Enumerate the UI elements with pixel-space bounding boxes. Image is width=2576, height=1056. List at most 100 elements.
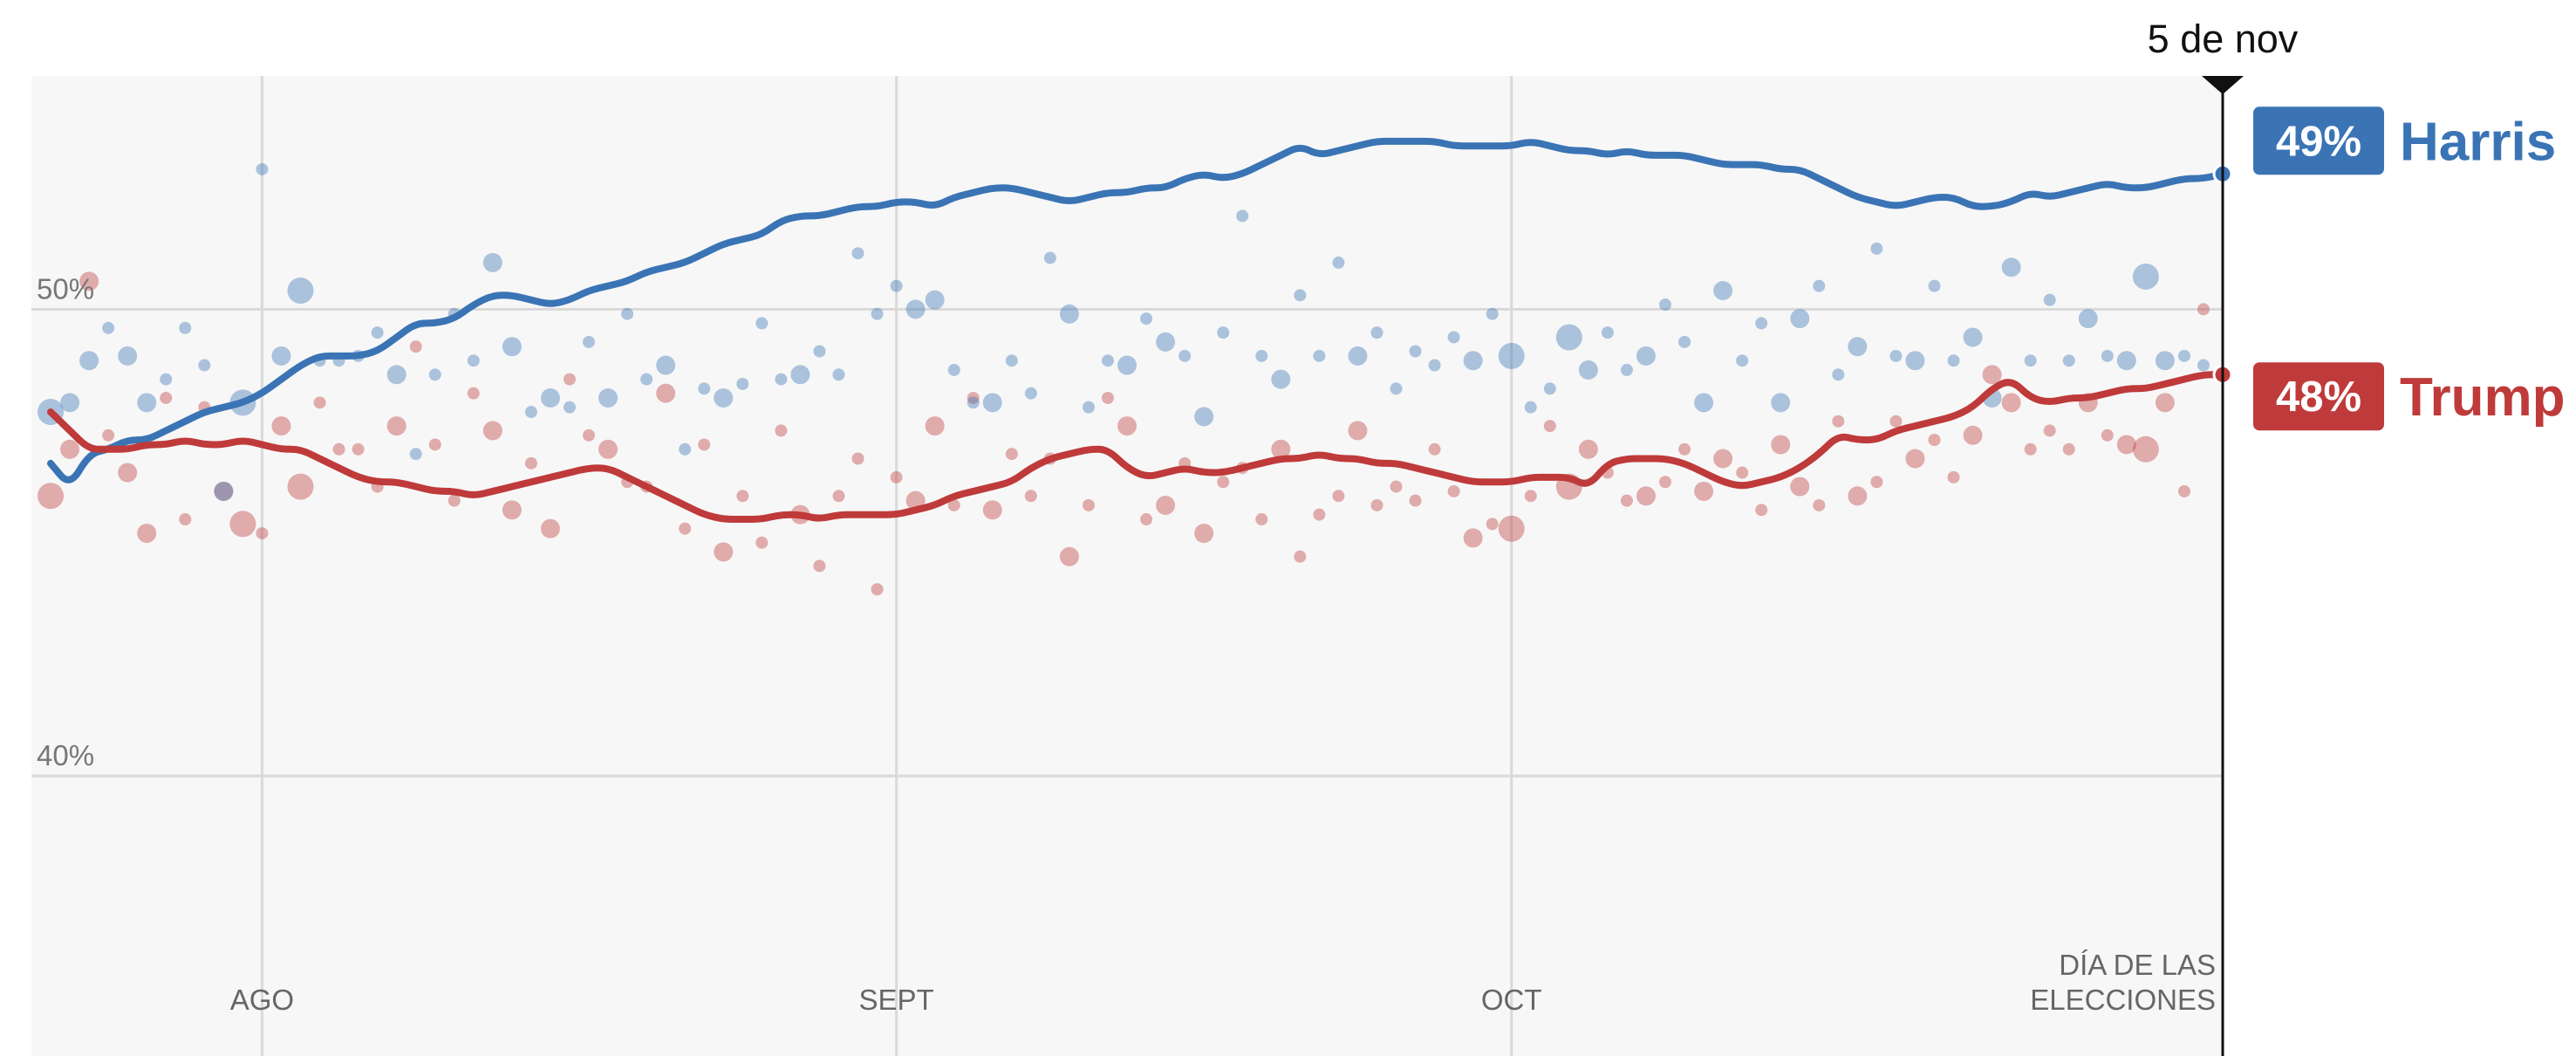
- trump-poll-dot: [698, 438, 711, 451]
- trump-poll-dot: [1928, 434, 1941, 447]
- trump-poll-dot: [1409, 494, 1422, 507]
- y-tick-labels: 40% 50%: [37, 272, 94, 771]
- harris-poll-dot: [1736, 354, 1749, 367]
- election-day-label-line2: ELECCIONES: [2030, 984, 2216, 1016]
- trump-poll-dot: [313, 396, 326, 409]
- trump-poll-dot: [60, 439, 80, 459]
- harris-poll-dot: [1409, 345, 1422, 358]
- harris-poll-dot: [621, 307, 634, 320]
- harris-poll-dot: [1156, 332, 1176, 352]
- harris-poll-dot: [1370, 326, 1384, 339]
- trump-poll-dot: [524, 456, 537, 470]
- trump-poll-dot: [563, 373, 576, 386]
- harris-poll-dot: [1694, 393, 1714, 413]
- trump-average-line: [47, 371, 2226, 523]
- y-tick-label: 50%: [37, 272, 94, 305]
- harris-poll-dot: [1024, 387, 1037, 400]
- harris-poll-dot: [160, 373, 173, 386]
- trump-poll-dot: [656, 383, 676, 403]
- harris-poll-dot: [714, 387, 734, 408]
- trump-poll-dot: [2197, 303, 2210, 316]
- harris-poll-dot: [813, 345, 826, 358]
- x-tick-labels: AGO SEPT OCT: [230, 984, 1542, 1016]
- harris-poll-dot: [679, 442, 692, 456]
- harris-value-badge: [2253, 106, 2384, 175]
- harris-poll-dot: [2001, 257, 2021, 278]
- poll-dots: [38, 162, 2210, 596]
- trump-value-badge: [2253, 362, 2384, 431]
- harris-poll-dot: [1498, 342, 1525, 369]
- harris-poll-dot: [1658, 298, 1671, 312]
- trump-poll-dot: [102, 429, 115, 442]
- trump-poll-dot: [1082, 498, 1095, 511]
- harris-poll-dot: [2024, 354, 2037, 367]
- harris-poll-dot: [1294, 289, 1307, 302]
- trump-poll-dot: [1194, 524, 1214, 544]
- harris-poll-dot: [1771, 393, 1791, 413]
- trump-poll-dot: [352, 442, 365, 456]
- harris-poll-dot: [1117, 355, 1137, 375]
- trump-poll-dot: [214, 481, 234, 501]
- harris-poll-dot: [2043, 293, 2056, 306]
- trump-poll-dot: [1313, 508, 1326, 521]
- x-tick-label: OCT: [1481, 984, 1542, 1016]
- trump-poll-dot: [1059, 546, 1079, 566]
- harris-value: 49%: [2276, 118, 2361, 165]
- harris-poll-dot: [1043, 251, 1056, 264]
- harris-poll-dot: [1601, 326, 1614, 339]
- harris-poll-dot: [179, 321, 192, 334]
- trump-poll-dot: [1486, 518, 1499, 531]
- trump-poll-dot: [1217, 476, 1230, 489]
- trump-poll-dot: [1636, 486, 1656, 506]
- harris-poll-dot: [1578, 360, 1598, 380]
- harris-poll-dot: [2101, 349, 2114, 362]
- trump-poll-dot: [271, 416, 291, 436]
- trump-poll-dot: [1658, 476, 1671, 489]
- harris-poll-dot: [540, 387, 560, 408]
- harris-poll-dot: [2062, 354, 2075, 367]
- harris-poll-dot: [428, 368, 441, 381]
- harris-poll-dot: [502, 337, 522, 357]
- trump-poll-dot: [409, 340, 422, 353]
- trump-poll-dot: [448, 494, 461, 507]
- trump-poll-dot: [714, 542, 734, 562]
- harris-poll-dot: [1005, 354, 1018, 367]
- trump-poll-dot: [2155, 393, 2175, 413]
- harris-poll-dot: [60, 393, 80, 413]
- trump-poll-dot: [467, 387, 480, 400]
- trump-poll-dot: [1117, 416, 1137, 436]
- trump-poll-dot: [1790, 477, 1810, 497]
- x-tick-label: AGO: [230, 984, 294, 1016]
- trump-poll-dot: [2177, 484, 2190, 497]
- trump-poll-dot: [1848, 486, 1868, 506]
- harris-poll-dot: [790, 365, 810, 385]
- harris-poll-dot: [905, 299, 926, 319]
- trump-poll-dot: [1543, 420, 1556, 433]
- trump-poll-dot: [832, 490, 845, 503]
- trump-value: 48%: [2276, 374, 2361, 421]
- trump-poll-dot: [813, 559, 826, 573]
- harris-poll-dot: [1194, 407, 1214, 427]
- trump-poll-dot: [1156, 495, 1176, 515]
- trump-poll-dot: [179, 513, 192, 526]
- election-day-label-line1: DÍA DE LAS: [2059, 949, 2216, 981]
- harris-poll-dot: [137, 393, 157, 413]
- harris-final-label: 49% Harris: [2253, 106, 2556, 175]
- harris-poll-dot: [214, 481, 234, 501]
- harris-poll-dot: [925, 290, 945, 310]
- trump-poll-dot: [1870, 476, 1883, 489]
- trump-poll-dot: [736, 490, 749, 503]
- trump-poll-dot: [1620, 494, 1633, 507]
- trump-poll-dot: [428, 438, 441, 451]
- harris-poll-dot: [524, 406, 537, 419]
- election-day-arrow-icon: [2202, 76, 2244, 94]
- trump-poll-dot: [1463, 528, 1483, 548]
- harris-poll-dot: [598, 387, 618, 408]
- harris-poll-dot: [1790, 309, 1810, 329]
- harris-poll-dot: [386, 365, 407, 385]
- trump-poll-dot: [1498, 515, 1525, 542]
- trump-name: Trump: [2400, 367, 2565, 428]
- trump-poll-dot: [1905, 449, 1925, 469]
- harris-poll-dot: [563, 401, 576, 414]
- harris-poll-dot: [947, 363, 960, 376]
